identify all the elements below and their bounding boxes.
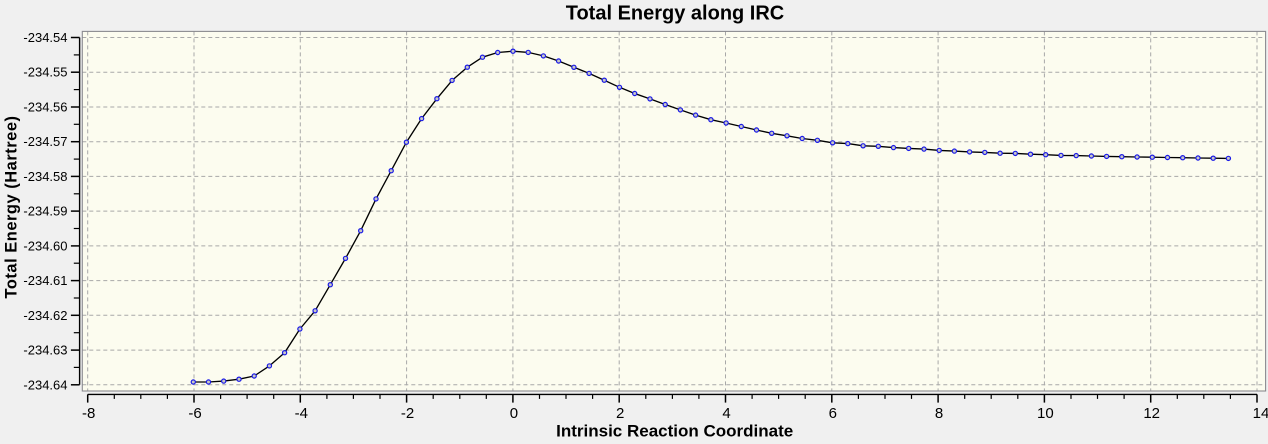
svg-text:10: 10 bbox=[1037, 405, 1054, 422]
svg-text:-234.60: -234.60 bbox=[23, 238, 67, 253]
svg-text:-234.61: -234.61 bbox=[23, 273, 67, 288]
svg-text:Total Energy along IRC: Total Energy along IRC bbox=[566, 2, 785, 24]
svg-text:-8: -8 bbox=[82, 405, 95, 422]
svg-text:2: 2 bbox=[616, 405, 624, 422]
svg-text:12: 12 bbox=[1143, 405, 1160, 422]
svg-text:6: 6 bbox=[829, 405, 837, 422]
svg-text:0: 0 bbox=[510, 405, 518, 422]
svg-text:Intrinsic Reaction Coordinate: Intrinsic Reaction Coordinate bbox=[556, 422, 793, 441]
svg-text:-234.63: -234.63 bbox=[23, 343, 67, 358]
svg-text:-234.62: -234.62 bbox=[23, 308, 67, 323]
svg-text:-234.59: -234.59 bbox=[23, 204, 67, 219]
svg-text:-234.55: -234.55 bbox=[23, 65, 67, 80]
svg-text:-2: -2 bbox=[401, 405, 414, 422]
svg-text:14: 14 bbox=[1253, 405, 1268, 422]
svg-text:Total Energy (Hartree): Total Energy (Hartree) bbox=[3, 115, 21, 298]
svg-text:-4: -4 bbox=[295, 405, 308, 422]
svg-text:4: 4 bbox=[722, 405, 730, 422]
svg-text:-6: -6 bbox=[188, 405, 201, 422]
svg-text:-234.58: -234.58 bbox=[23, 169, 67, 184]
svg-text:-234.64: -234.64 bbox=[23, 377, 67, 392]
svg-text:-234.57: -234.57 bbox=[23, 134, 67, 149]
svg-text:-234.56: -234.56 bbox=[23, 100, 67, 115]
svg-text:-234.54: -234.54 bbox=[23, 30, 67, 45]
svg-text:8: 8 bbox=[935, 405, 943, 422]
